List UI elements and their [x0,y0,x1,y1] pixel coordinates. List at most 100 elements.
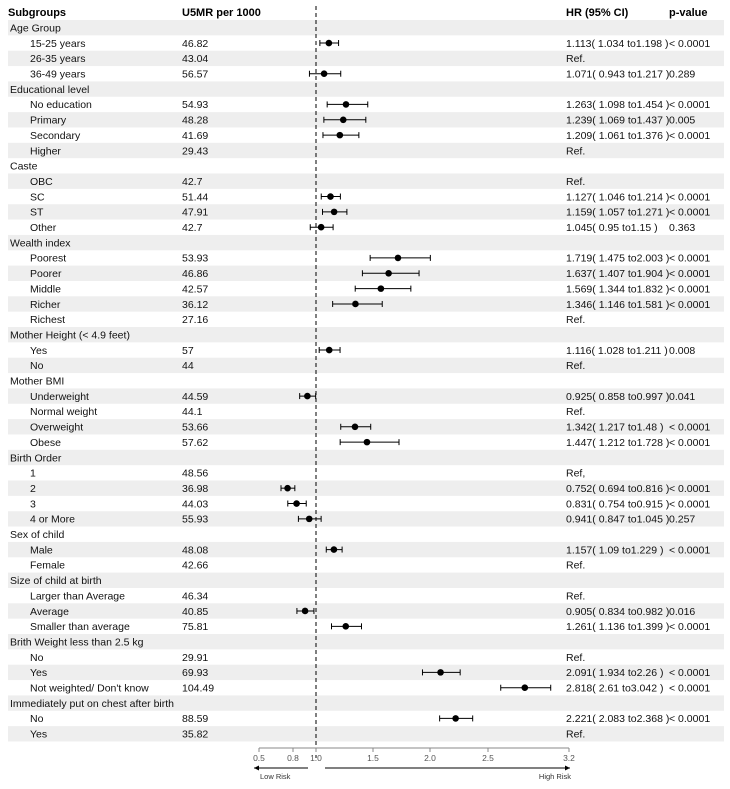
hr-ci-text: 1.261( 1.136 to1.399 ) [566,621,669,633]
u5mr-value: 54.93 [182,99,208,111]
row-stripe [8,81,724,97]
x-tick-label: 0.5 [253,753,265,763]
subgroup-label: Average [30,606,69,618]
p-value: < 0.0001 [669,253,710,265]
u5mr-value: 48.56 [182,468,208,480]
subgroup-label: ST [30,207,44,219]
u5mr-value: 35.82 [182,729,208,741]
hr-ci-text: Ref. [566,360,585,372]
subgroup-label: 15-25 years [30,38,85,50]
subgroup-label: Male [30,544,53,556]
u5mr-value: 75.81 [182,621,208,633]
subgroup-label: 3 [30,498,36,510]
row-stripe [8,695,724,711]
high-risk-label: High Risk [539,772,571,781]
row-stripe [8,327,724,343]
hr-point [351,423,359,431]
u5mr-value: 40.85 [182,606,208,618]
row-stripe [8,541,724,558]
p-value: < 0.0001 [669,483,710,495]
subgroup-label: Not weighted/ Don't know [30,683,149,695]
subgroup-label: 2 [30,483,36,495]
u5mr-value: 46.82 [182,38,208,50]
subgroup-label: Poorest [30,253,66,265]
u5mr-value: 57.62 [182,437,208,449]
u5mr-value: 42.7 [182,222,203,234]
u5mr-value: 42.57 [182,283,208,295]
row-stripe [8,603,724,619]
subgroup-label: Poorer [30,268,62,280]
hr-ci-text: Ref. [566,176,585,188]
u5mr-value: 43.04 [182,53,208,65]
subgroup-label: No education [30,99,92,111]
u5mr-value: 48.28 [182,115,208,127]
hr-point [330,208,338,216]
row-stripe [8,572,724,588]
row-stripe [8,204,724,220]
p-value: < 0.0001 [669,422,710,434]
u5mr-value: 42.66 [182,560,208,572]
row-stripe [8,634,724,650]
group-label: Birth Order [10,452,62,464]
subgroup-label: 4 or More [30,514,75,526]
row-stripe [8,173,724,189]
group-label: Mother BMI [10,376,64,388]
hr-ci-text: Ref. [566,729,585,741]
p-value: < 0.0001 [669,207,710,219]
subgroup-label: OBC [30,176,53,188]
hr-ci-text: Ref, [566,468,585,480]
x-tick-label: 1.0 [310,753,322,763]
group-label: Sex of child [10,529,64,541]
header-hr: HR (95% CI) [566,7,629,19]
subgroup-label: Middle [30,283,61,295]
hr-point [305,515,313,523]
p-value: 0.363 [669,222,695,234]
u5mr-value: 53.66 [182,422,208,434]
hr-ci-text: Ref. [566,145,585,157]
u5mr-value: 41.69 [182,130,208,142]
hr-ci-text: 1.447( 1.212 to1.728 ) [566,437,669,449]
hr-ci-text: 0.925( 0.858 to0.997 ) [566,391,669,403]
p-value: 0.016 [669,606,695,618]
subgroup-label: Yes [30,667,47,679]
hr-ci-text: 1.569( 1.344 to1.832 ) [566,283,669,295]
subgroup-label: No [30,360,44,372]
u5mr-value: 27.16 [182,314,208,326]
u5mr-value: 36.98 [182,483,208,495]
p-value: < 0.0001 [669,191,710,203]
hr-point [437,669,444,676]
subgroup-label: Female [30,560,65,572]
subgroup-label: Other [30,222,57,234]
subgroup-label: Yes [30,345,47,357]
subgroup-label: 26-35 years [30,53,85,65]
hr-point [301,607,309,615]
hr-point [330,546,338,553]
group-label: Size of child at birth [10,575,102,587]
row-stripe [8,511,724,527]
hr-ci-text: 1.263( 1.098 to1.454 ) [566,99,669,111]
subgroup-label: 1 [30,468,36,480]
x-tick-label: 2.0 [424,753,436,763]
p-value: 0.008 [669,345,695,357]
p-value: < 0.0001 [669,283,710,295]
row-stripe [8,357,724,374]
u5mr-value: 29.43 [182,145,208,157]
hr-point [452,715,459,722]
u5mr-value: 44.1 [182,406,203,418]
u5mr-value: 55.93 [182,514,208,526]
hr-ci-text: Ref. [566,652,585,664]
x-tick-label: 1.5 [367,753,379,763]
hr-ci-text: Ref. [566,53,585,65]
u5mr-value: 46.34 [182,590,208,602]
hr-point [284,484,291,492]
p-value: 0.257 [669,514,695,526]
subgroup-label: 36-49 years [30,69,85,81]
low-risk-arrowhead [254,765,259,771]
row-stripe [8,50,724,67]
subgroup-label: Richer [30,299,61,311]
u5mr-value: 36.12 [182,299,208,311]
hr-ci-text: 0.831( 0.754 to0.915 ) [566,498,669,510]
subgroup-label: Larger than Average [30,590,125,602]
row-stripe [8,480,724,496]
